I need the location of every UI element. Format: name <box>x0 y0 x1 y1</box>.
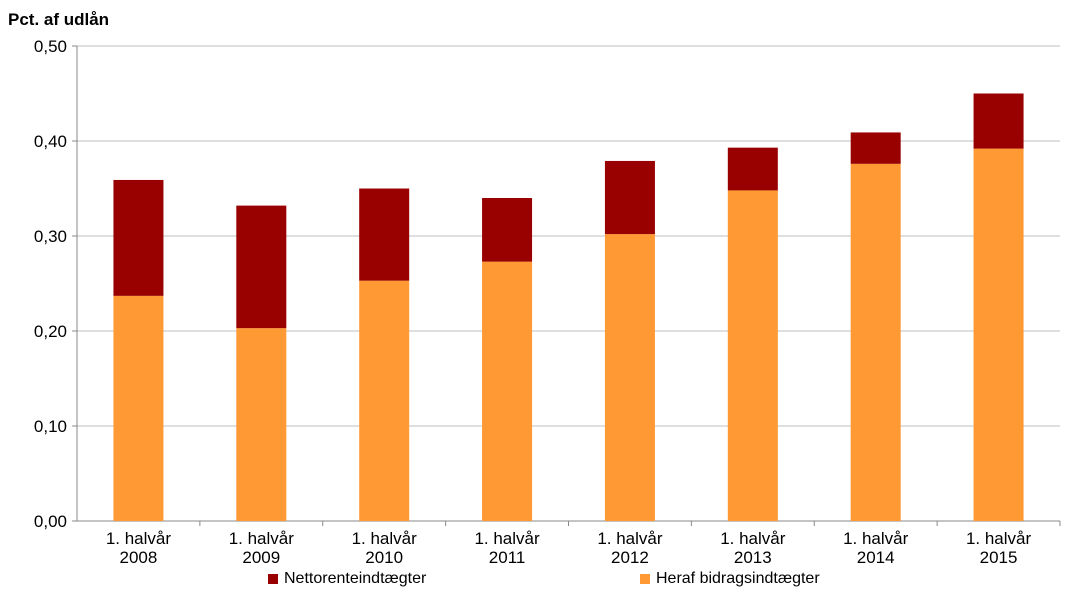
bar-bidrag <box>113 295 164 521</box>
y-tick-label: 0,20 <box>34 322 67 341</box>
chart: 0,000,100,200,300,400,501. halvår20081. … <box>34 37 1061 567</box>
legend-item-nettorente: Nettorenteindtægter <box>268 570 426 588</box>
bar-nettorente <box>850 132 901 164</box>
x-tick-label-line1: 1. halvår <box>229 529 295 548</box>
bar-bidrag <box>850 163 901 522</box>
bar-nettorente <box>482 198 533 262</box>
bar-nettorente <box>236 205 287 329</box>
y-axis-title: Pct. af udlån <box>8 10 110 29</box>
y-tick-label: 0,30 <box>34 227 67 246</box>
y-tick-label: 0,40 <box>34 132 67 151</box>
x-tick-label-line2: 2008 <box>120 548 158 567</box>
bar-bidrag <box>236 328 287 521</box>
bar-bidrag <box>359 280 410 521</box>
x-tick-label-line1: 1. halvår <box>106 529 172 548</box>
bar-nettorente <box>113 179 164 296</box>
legend-item-bidrag: Heraf bidragsindtægter <box>640 570 820 588</box>
x-tick-label-line2: 2010 <box>365 548 403 567</box>
bar-bidrag <box>482 261 533 521</box>
bar-bidrag <box>973 148 1024 521</box>
bar-nettorente <box>359 188 410 281</box>
x-tick-label-line1: 1. halvår <box>352 529 418 548</box>
x-tick-label-line1: 1. halvår <box>597 529 663 548</box>
x-tick-label-line2: 2011 <box>489 548 526 567</box>
bar-bidrag <box>604 234 655 521</box>
legend-swatch-nettorente <box>268 574 278 584</box>
bar-nettorente <box>973 93 1024 149</box>
x-tick-label-line1: 1. halvår <box>720 529 786 548</box>
y-tick-label: 0,50 <box>34 37 67 56</box>
x-tick-label-line1: 1. halvår <box>966 529 1032 548</box>
bar-nettorente <box>604 160 655 235</box>
bar-nettorente <box>727 147 778 191</box>
x-tick-label-line1: 1. halvår <box>474 529 540 548</box>
legend-label-bidrag: Heraf bidragsindtægter <box>656 570 820 587</box>
legend-label-nettorente: Nettorenteindtægter <box>284 570 427 587</box>
legend-swatch-bidrag <box>640 574 650 584</box>
x-tick-label-line1: 1. halvår <box>843 529 909 548</box>
y-tick-label: 0,10 <box>34 417 67 436</box>
x-tick-label-line2: 2013 <box>734 548 772 567</box>
bar-bidrag <box>727 190 778 521</box>
x-tick-label-line2: 2014 <box>857 548 895 567</box>
legend: Nettorenteindtægter Heraf bidragsindtægt… <box>0 570 1068 592</box>
x-tick-label-line2: 2012 <box>611 548 649 567</box>
x-tick-label-line2: 2009 <box>242 548 280 567</box>
x-tick-label-line2: 2015 <box>980 548 1018 567</box>
y-tick-label: 0,00 <box>34 512 67 531</box>
